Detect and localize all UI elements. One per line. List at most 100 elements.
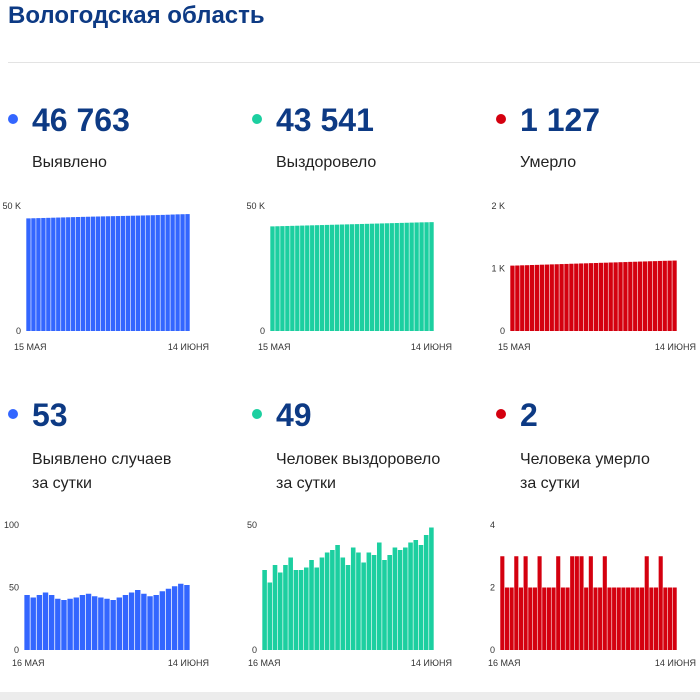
bar: [140, 215, 145, 331]
bar: [403, 547, 408, 650]
bar: [26, 218, 31, 331]
bar: [24, 595, 30, 650]
bar: [382, 560, 387, 650]
bar: [31, 218, 36, 331]
bar: [275, 226, 280, 331]
bar: [574, 556, 579, 650]
bar: [602, 556, 607, 650]
stat-label-daily-deaths: Человека умерло за сутки: [520, 448, 700, 496]
y-tick-label: 0: [260, 326, 265, 336]
bar: [546, 587, 551, 650]
bar: [335, 545, 340, 650]
bar: [663, 587, 668, 650]
bar: [285, 225, 290, 331]
bar: [424, 222, 429, 331]
x-tick-label-end: 14 ИЮНЯ: [411, 342, 452, 352]
bar: [356, 552, 361, 650]
stat-label-line: Умерло: [520, 154, 577, 171]
bar: [155, 215, 160, 331]
bar: [559, 264, 564, 331]
bar: [635, 587, 640, 650]
stat-label-daily-detected: Выявлено случаев за сутки: [32, 448, 232, 496]
stat-label-deaths: Умерло: [520, 151, 700, 175]
bar: [267, 582, 273, 650]
bar: [607, 587, 612, 650]
bar: [413, 540, 419, 650]
chart-daily-recovered: 0 50 16 МАЯ 14 ИЮНЯ: [247, 520, 452, 668]
chart-total-deaths: 0 1 K 2 K 15 МАЯ 14 ИЮНЯ: [491, 201, 696, 352]
bar: [309, 560, 314, 650]
stat-value-detected: 46 763: [32, 102, 130, 138]
bar: [55, 598, 61, 650]
bar: [315, 225, 320, 331]
bar: [330, 550, 335, 650]
bar: [170, 214, 175, 331]
bar: [662, 260, 667, 331]
bar: [603, 262, 608, 331]
stat-value-deaths: 1 127: [520, 102, 601, 138]
bar: [560, 587, 565, 650]
bar: [345, 565, 351, 650]
bar: [626, 587, 631, 650]
y-tick-label: 0: [252, 645, 257, 655]
bar: [618, 262, 623, 331]
bar: [598, 262, 604, 331]
bar: [612, 587, 617, 650]
bar: [565, 587, 570, 650]
bar: [293, 570, 299, 650]
legend-dot-red: [496, 114, 506, 124]
page-title: Вологодская область: [8, 2, 265, 29]
bar: [105, 216, 111, 331]
stat-label-line: Человек выздоровело: [276, 451, 441, 468]
stat-label-line: за сутки: [276, 475, 336, 492]
bar: [91, 596, 98, 650]
bar: [630, 587, 635, 650]
bar: [310, 225, 315, 331]
bar: [56, 217, 61, 331]
bar: [371, 555, 377, 650]
bar: [334, 224, 340, 331]
y-tick-label: 50: [247, 520, 257, 530]
bar: [110, 216, 116, 331]
bar: [160, 214, 165, 331]
bar: [36, 595, 43, 650]
bar: [384, 223, 389, 331]
bar: [339, 224, 345, 331]
stat-value-daily-detected: 53: [32, 397, 68, 433]
bar: [104, 598, 110, 650]
bar: [48, 595, 55, 650]
bar: [653, 587, 659, 650]
bar: [61, 217, 66, 331]
bar: [270, 226, 275, 331]
bar: [621, 587, 626, 650]
bar: [399, 222, 404, 331]
bar: [644, 556, 649, 650]
bar: [295, 225, 300, 331]
header-divider: [8, 62, 700, 63]
bar: [534, 264, 540, 331]
bar: [588, 556, 593, 650]
bar: [374, 223, 380, 331]
stat-label-line: за сутки: [32, 475, 92, 492]
bar: [185, 214, 190, 331]
y-tick-label: 2: [490, 583, 495, 593]
bar: [551, 587, 556, 650]
bar: [165, 214, 170, 331]
bar: [61, 600, 67, 650]
bar: [515, 265, 520, 331]
bar: [125, 215, 131, 331]
bar: [379, 223, 385, 331]
bar: [283, 565, 288, 650]
bar: [409, 222, 414, 331]
stat-label-detected: Выявлено: [32, 151, 232, 175]
bar: [593, 263, 599, 331]
bar: [184, 585, 190, 650]
legend-dot-blue: [8, 409, 18, 419]
bar: [79, 595, 86, 650]
stat-label-line: Выявлено случаев: [32, 451, 172, 468]
bar: [277, 572, 283, 650]
bar: [280, 226, 285, 331]
bar: [539, 264, 545, 331]
bar: [638, 261, 643, 331]
bar: [300, 225, 305, 331]
